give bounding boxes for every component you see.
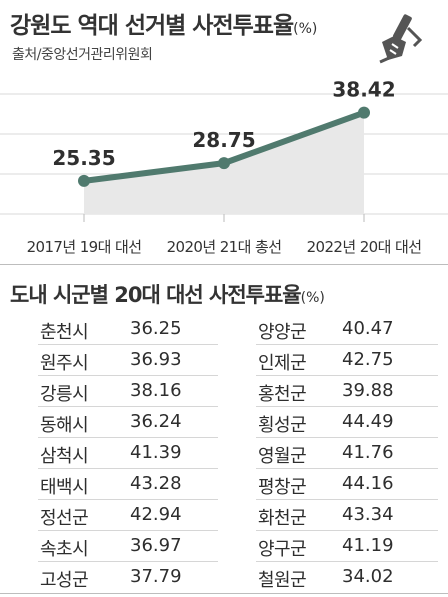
table-row-divider [38,530,218,531]
table-cell-name: 양양군 [258,322,307,343]
x-tick-label: 2020년 21대 총선 [167,238,282,256]
data-label: 25.35 [52,146,115,170]
table-row-divider [256,375,438,376]
table-row-divider [38,375,218,376]
table-row-divider [256,499,438,500]
table-row-divider [256,530,438,531]
chart-title-text: 강원도 역대 선거별 사전투표율 [10,13,294,39]
table-cell-value: 43.34 [342,504,394,525]
chart-title: 강원도 역대 선거별 사전투표율(%) [10,6,317,40]
table-cell-value: 44.16 [342,473,394,494]
table-cell-value: 42.75 [342,349,394,370]
table-title: 도내 시군별 20대 대선 사전투표율(%) [10,279,325,309]
table-row-divider [38,437,218,438]
table-cell-name: 강릉시 [40,384,89,405]
table-cell-name: 영월군 [258,446,307,467]
table-cell-value: 44.49 [342,411,394,432]
table-cell-value: 36.97 [130,535,182,556]
table-cell-name: 화천군 [258,508,307,529]
table-row-divider [38,499,218,500]
table-cell-value: 41.19 [342,535,394,556]
table-cell-value: 41.76 [342,442,394,463]
table-row-divider [38,468,218,469]
source-note: 출처/중앙선거관리위원회 [12,47,153,63]
table-row-divider [256,468,438,469]
table-title-text: 도내 시군별 20대 대선 사전투표율 [10,283,302,307]
x-tick-label: 2017년 19대 대선 [27,238,142,256]
table-cell-value: 39.88 [342,380,394,401]
table-cell-value: 42.94 [130,504,182,525]
ballot-stamp-hand-icon [379,14,423,64]
data-label: 38.42 [332,78,395,102]
table-cell-name: 횡성군 [258,415,307,436]
x-tick-label: 2022년 20대 대선 [307,238,422,256]
table-cell-value: 36.93 [130,349,182,370]
table-cell-name: 평창군 [258,477,307,498]
data-point [358,106,370,119]
section-divider [0,264,448,265]
table-cell-value: 36.24 [130,411,182,432]
table-cell-name: 삼척시 [40,446,89,467]
table-row-divider [256,406,438,407]
table-row-divider [256,437,438,438]
table-cell-name: 철원군 [258,570,307,591]
table-cell-name: 정선군 [40,508,89,529]
table-cell-value: 38.16 [130,380,182,401]
data-label: 28.75 [192,128,255,152]
table-cell-name: 양구군 [258,539,307,560]
data-point [78,174,90,187]
table-cell-name: 인제군 [258,353,307,374]
table-cell-value: 37.79 [130,566,182,587]
table-row-divider [38,561,218,562]
table-cell-name: 속초시 [40,539,89,560]
chart-title-unit: (%) [293,21,318,37]
table-cell-value: 40.47 [342,318,394,339]
table-title-unit: (%) [300,290,325,306]
table-cell-name: 춘천시 [40,322,89,343]
bottom-rule [0,593,448,594]
table-cell-name: 원주시 [40,353,89,374]
table-cell-name: 태백시 [40,477,89,498]
line-chart: 25.35 28.75 38.42 2017년 19대 대선 2020년 21대 총선 2… [0,78,448,256]
table-cell-name: 홍천군 [258,384,307,405]
table-row-divider [256,561,438,562]
table-row-divider [38,406,218,407]
table-cell-value: 36.25 [130,318,182,339]
table-row-divider [256,344,438,345]
data-point [218,157,230,170]
table-row-divider [38,344,218,345]
table-cell-value: 34.02 [342,566,394,587]
table-cell-value: 41.39 [130,442,182,463]
table-cell-name: 동해시 [40,415,89,436]
table-cell-name: 고성군 [40,570,89,591]
table-cell-value: 43.28 [130,473,182,494]
